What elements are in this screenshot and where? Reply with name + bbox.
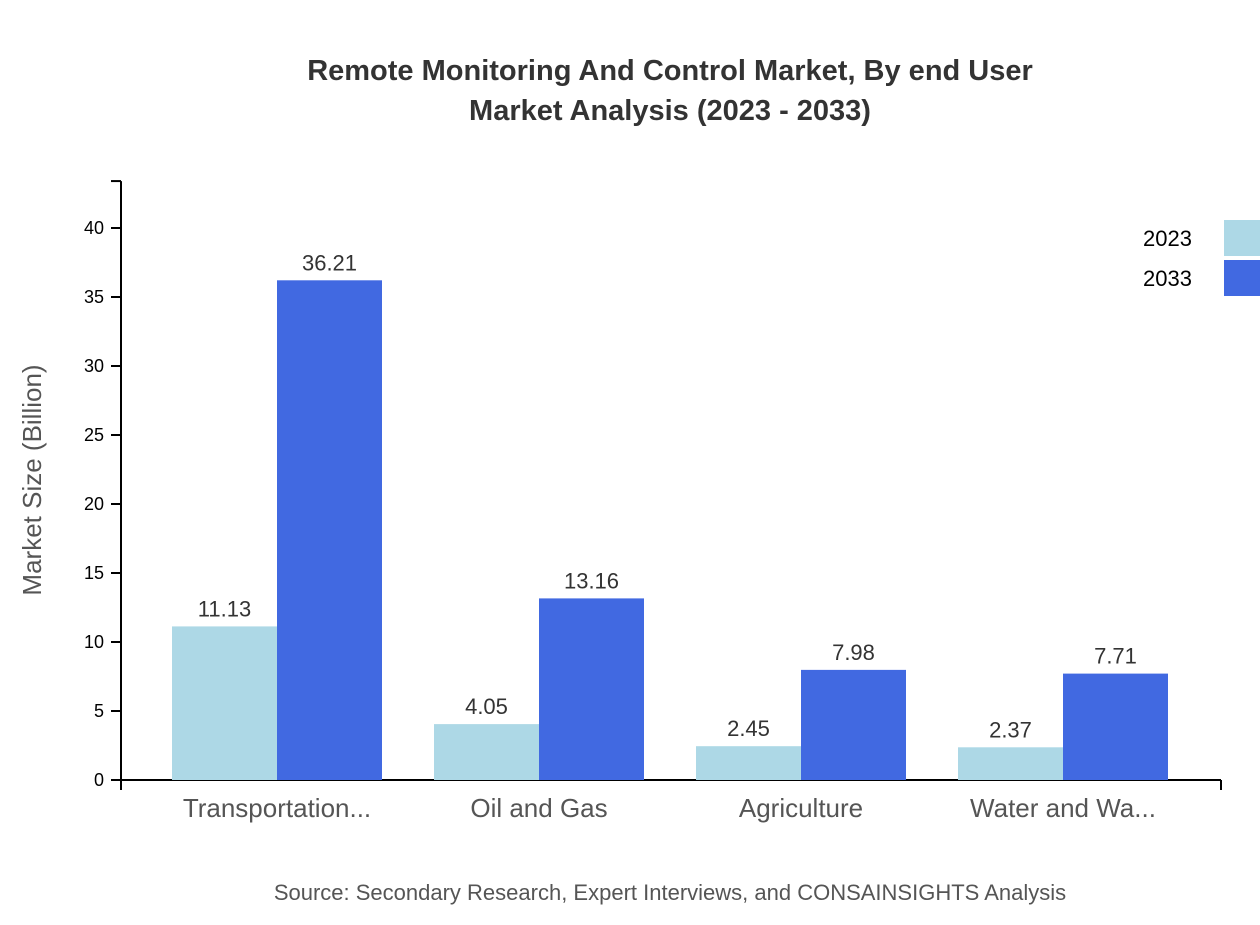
bar-2033: [277, 280, 382, 780]
y-tick-label: 5: [94, 701, 104, 721]
bar-2033: [1063, 673, 1168, 780]
bar-2033: [539, 598, 644, 780]
bar-2023: [172, 626, 277, 780]
legend-label: 2033: [1143, 266, 1192, 291]
bar-2023: [958, 747, 1063, 780]
y-tick-label: 15: [84, 563, 104, 583]
y-axis-label: Market Size (Billion): [17, 364, 47, 595]
bar-2033: [801, 669, 906, 780]
x-tick-label: Agriculture: [739, 793, 863, 823]
y-tick-label: 25: [84, 425, 104, 445]
data-label: 13.16: [564, 568, 619, 593]
y-tick-label: 0: [94, 770, 104, 790]
legend-label: 2023: [1143, 226, 1192, 251]
bar-2023: [696, 746, 801, 780]
data-label: 11.13: [198, 596, 251, 621]
y-tick-label: 35: [84, 287, 104, 307]
y-tick-label: 40: [84, 218, 104, 238]
source-note: Source: Secondary Research, Expert Inter…: [274, 880, 1066, 905]
data-label: 7.71: [1094, 644, 1137, 669]
chart-title-line-2: Market Analysis (2023 - 2033): [469, 95, 871, 127]
x-tick-label: Oil and Gas: [470, 793, 607, 823]
data-label: 4.05: [465, 694, 508, 719]
chart-title-line-1: Remote Monitoring And Control Market, By…: [307, 55, 1033, 87]
data-label: 2.45: [727, 716, 770, 741]
y-tick-label: 10: [84, 632, 104, 652]
data-label: 7.98: [832, 640, 875, 665]
bar-2023: [434, 724, 539, 780]
x-tick-label: Transportation...: [183, 793, 371, 823]
y-tick-label: 30: [84, 356, 104, 376]
data-label: 36.21: [302, 250, 357, 275]
legend-swatch-2023: [1224, 220, 1260, 256]
legend-swatch-2033: [1224, 260, 1260, 296]
data-label: 2.37: [989, 717, 1032, 742]
x-tick-label: Water and Wa...: [970, 793, 1156, 823]
y-tick-label: 20: [84, 494, 104, 514]
